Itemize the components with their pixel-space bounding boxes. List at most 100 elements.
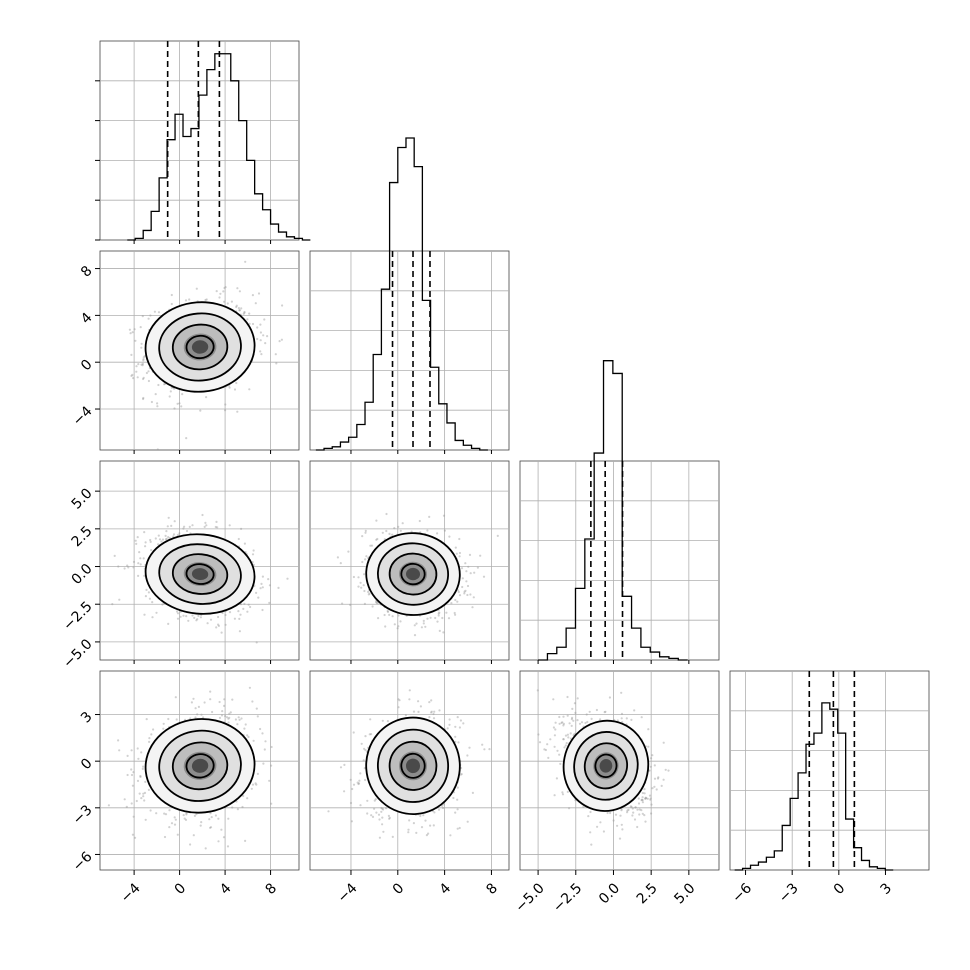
- scatter-point: [157, 311, 161, 314]
- scatter-point: [172, 533, 176, 536]
- scatter-point: [453, 611, 456, 615]
- scatter-point: [656, 777, 660, 780]
- scatter-point: [118, 598, 121, 601]
- scatter-point: [238, 718, 241, 721]
- scatter-point: [215, 520, 218, 524]
- scatter-point: [148, 597, 151, 600]
- scatter-point: [206, 622, 209, 625]
- scatter-point: [466, 754, 469, 757]
- scatter-point: [407, 831, 410, 834]
- y-tick-label: 0: [78, 756, 96, 774]
- scatter-point: [462, 722, 465, 725]
- scatter-point: [364, 735, 367, 738]
- scatter-point: [388, 613, 391, 617]
- scatter-point: [349, 778, 352, 781]
- scatter-point: [139, 563, 142, 566]
- scatter-point: [369, 544, 372, 547]
- x-tick-label: 4: [437, 880, 455, 898]
- scatter-point: [178, 402, 181, 405]
- scatter-point: [236, 410, 239, 413]
- scatter-point: [422, 814, 425, 817]
- scatter-point: [461, 585, 464, 589]
- scatter-point: [561, 793, 565, 796]
- scatter-point: [176, 612, 180, 615]
- scatter-point: [251, 553, 255, 556]
- scatter-point: [538, 741, 542, 744]
- scatter-point: [653, 785, 656, 788]
- scatter-point: [589, 810, 592, 814]
- x-tick-label: 8: [263, 880, 281, 898]
- scatter-point: [223, 698, 226, 701]
- scatter-point: [238, 630, 241, 633]
- scatter-point: [246, 797, 249, 800]
- scatter-point: [377, 813, 381, 816]
- scatter-point: [163, 812, 166, 815]
- scatter-point: [430, 711, 433, 714]
- scatter-point: [176, 533, 179, 537]
- scatter-point: [359, 772, 362, 775]
- scatter-point: [219, 292, 222, 295]
- scatter-point: [175, 610, 179, 613]
- scatter-point: [161, 538, 165, 541]
- scatter-point: [437, 612, 440, 615]
- scatter-point: [174, 696, 177, 699]
- scatter-point: [134, 539, 137, 542]
- scatter-point: [190, 701, 193, 704]
- scatter-point: [144, 545, 147, 548]
- scatter-point: [256, 715, 259, 718]
- scatter-point: [620, 691, 623, 694]
- scatter-point: [483, 748, 486, 751]
- scatter-point: [142, 396, 145, 400]
- scatter-point: [164, 538, 168, 541]
- scatter-point: [375, 601, 378, 604]
- scatter-point: [268, 779, 271, 782]
- scatter-point: [441, 806, 445, 810]
- scatter-point: [397, 525, 400, 529]
- scatter-point: [138, 792, 141, 795]
- scatter-point: [363, 747, 366, 750]
- scatter-point: [211, 710, 214, 714]
- scatter-point: [134, 836, 137, 839]
- scatter-point: [638, 808, 641, 811]
- scatter-point: [468, 746, 471, 749]
- scatter-point: [261, 732, 264, 735]
- scatter-point: [228, 386, 231, 389]
- scatter-point: [385, 512, 388, 516]
- scatter-point: [164, 813, 168, 816]
- scatter-point: [399, 529, 402, 532]
- scatter-point: [415, 622, 418, 625]
- scatter-point: [149, 540, 152, 544]
- density-fill: [191, 340, 209, 354]
- scatter-point: [649, 798, 652, 801]
- contour-line: [171, 741, 229, 791]
- scatter-point: [458, 537, 461, 541]
- scatter-point: [356, 781, 359, 784]
- scatter-point: [234, 718, 237, 721]
- scatter-point: [134, 339, 137, 342]
- scatter-point: [343, 790, 346, 793]
- y-tick-label: 8: [78, 263, 96, 281]
- scatter-point: [185, 529, 189, 533]
- scatter-point: [488, 748, 491, 751]
- scatter-point: [220, 714, 224, 717]
- scatter-point: [270, 745, 273, 749]
- scatter-point: [168, 809, 171, 812]
- scatter-point: [362, 759, 365, 762]
- scatter-point: [246, 734, 249, 737]
- scatter-point: [268, 601, 271, 605]
- scatter-point: [407, 828, 410, 831]
- scatter-point: [640, 716, 643, 719]
- scatter-point: [382, 830, 385, 833]
- scatter-point: [154, 393, 157, 396]
- scatter-point: [125, 805, 128, 808]
- scatter-point: [205, 524, 208, 527]
- scatter-point: [132, 560, 136, 564]
- scatter-point: [448, 723, 451, 726]
- scatter-point: [466, 584, 470, 588]
- scatter-point: [200, 713, 203, 716]
- scatter-point: [163, 383, 166, 386]
- scatter-point: [280, 338, 283, 341]
- y-tick-label: −4: [70, 403, 96, 429]
- histogram-panel-2: [519, 360, 720, 664]
- scatter-point: [568, 807, 571, 810]
